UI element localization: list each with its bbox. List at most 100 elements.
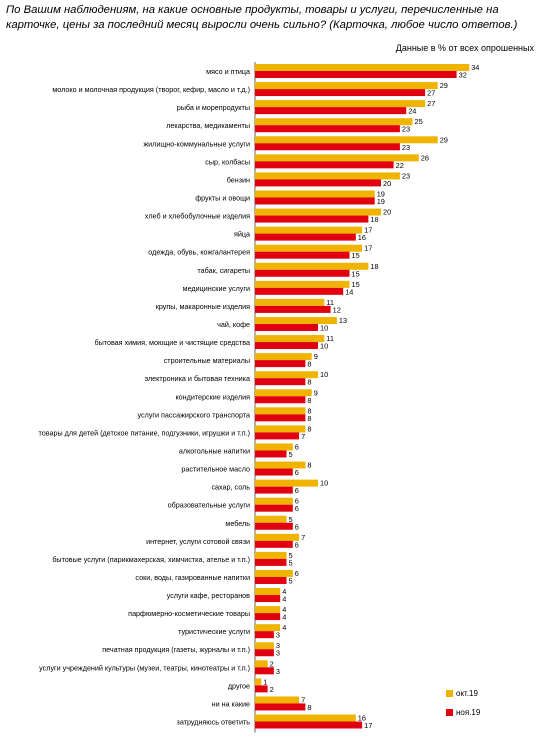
value-label-oct: 1 [263, 677, 267, 686]
bar-nov [255, 486, 293, 494]
bar-oct [255, 353, 312, 361]
value-label-nov: 14 [345, 287, 353, 296]
bar-nov [255, 649, 274, 657]
bar-nov [255, 432, 300, 440]
category-label: яйца [234, 230, 250, 239]
value-label-nov: 24 [408, 107, 416, 116]
bar-oct [255, 569, 293, 577]
value-label-nov: 7 [301, 432, 305, 441]
bar-nov [255, 576, 287, 584]
category-label: услуги пассажирского транспорта [138, 410, 250, 419]
bar-oct [255, 136, 438, 144]
value-label-oct: 27 [427, 99, 435, 108]
value-label-nov: 6 [295, 522, 299, 531]
bar-oct [255, 316, 337, 324]
bar-oct [255, 100, 426, 108]
value-label-nov: 6 [295, 486, 299, 495]
bar-nov [255, 179, 381, 187]
value-label-oct: 6 [295, 569, 299, 578]
category-label: строительные материалы [164, 356, 250, 365]
category-label: табак, сигареты [197, 266, 250, 275]
value-label-oct: 17 [364, 226, 372, 235]
value-label-oct: 19 [377, 189, 385, 198]
value-label-oct: 17 [364, 244, 372, 253]
category-label: мясо и птица [206, 67, 250, 76]
category-label: рыба и морепродукты [177, 103, 250, 112]
bar-oct [255, 497, 293, 505]
value-label-nov: 19 [377, 197, 385, 206]
category-label: соки, воды, газированные напитки [135, 573, 250, 582]
bar-oct [255, 371, 318, 379]
bar-nov [255, 305, 331, 313]
category-label: образовательные услуги [168, 501, 250, 510]
bar-oct [255, 533, 300, 541]
category-label: печатная продукция (газеты, журналы и т.… [102, 645, 250, 654]
category-label: услуги учреждений культуры (музеи, театр… [39, 663, 250, 672]
value-label-oct: 34 [471, 63, 479, 72]
category-label: растительное масло [181, 465, 250, 474]
value-label-oct: 29 [440, 81, 448, 90]
bar-nov [255, 269, 350, 277]
bar-nov [255, 685, 268, 693]
value-label-oct: 6 [295, 442, 299, 451]
bar-oct [255, 389, 312, 397]
bar-oct [255, 118, 413, 126]
value-label-nov: 12 [333, 305, 341, 314]
category-label: бензин [227, 175, 250, 184]
bar-oct [255, 624, 281, 632]
value-label-nov: 3 [276, 649, 280, 658]
value-label-nov: 5 [289, 576, 293, 585]
bar-nov [255, 558, 287, 566]
value-label-nov: 16 [358, 233, 366, 242]
value-label-oct: 16 [358, 714, 366, 723]
value-label-oct: 26 [421, 153, 429, 162]
value-label-nov: 3 [276, 667, 280, 676]
value-label-nov: 10 [320, 323, 328, 332]
category-label: товары для детей (детское питание, подгу… [39, 428, 250, 437]
bar-nov [255, 613, 281, 621]
bar-nov [255, 468, 293, 476]
value-label-oct: 6 [295, 497, 299, 506]
bar-nov [255, 595, 281, 603]
bar-oct [255, 479, 318, 487]
bar-oct [255, 461, 306, 469]
value-label-nov: 2 [270, 685, 274, 694]
value-label-oct: 18 [370, 262, 378, 271]
bar-oct [255, 660, 268, 668]
value-label-nov: 15 [352, 269, 360, 278]
category-label: услуги кафе, ресторанов [167, 591, 250, 600]
value-label-oct: 11 [326, 298, 334, 307]
category-label: кондитерские изделия [175, 392, 250, 401]
value-label-oct: 10 [320, 479, 328, 488]
value-label-nov: 8 [307, 396, 311, 405]
bar-nov [255, 143, 400, 151]
category-label: мебель [225, 519, 250, 528]
bar-nov [255, 414, 306, 422]
value-label-oct: 25 [415, 117, 423, 126]
bar-oct [255, 280, 350, 288]
legend-item-oct: окт.19 [446, 686, 480, 700]
value-label-oct: 13 [339, 316, 347, 325]
value-label-oct: 15 [352, 280, 360, 289]
value-label-oct: 8 [307, 406, 311, 415]
bar-nov [255, 251, 350, 259]
value-label-oct: 3 [276, 641, 280, 650]
value-label-nov: 15 [352, 251, 360, 260]
category-label: медицинские услуги [183, 284, 250, 293]
value-label-nov: 27 [427, 89, 435, 98]
bar-nov [255, 323, 318, 331]
bar-nov [255, 540, 293, 548]
bar-nov [255, 233, 356, 241]
legend-label-oct: окт.19 [456, 688, 478, 698]
value-label-nov: 8 [307, 378, 311, 387]
value-label-oct: 8 [307, 424, 311, 433]
value-label-nov: 17 [364, 721, 372, 730]
bar-oct [255, 244, 363, 252]
value-label-nov: 6 [295, 504, 299, 513]
value-label-nov: 5 [289, 450, 293, 459]
bar-oct [255, 714, 356, 722]
bar-nov [255, 360, 306, 368]
value-label-oct: 10 [320, 370, 328, 379]
bar-oct [255, 443, 293, 451]
value-label-oct: 29 [440, 135, 448, 144]
